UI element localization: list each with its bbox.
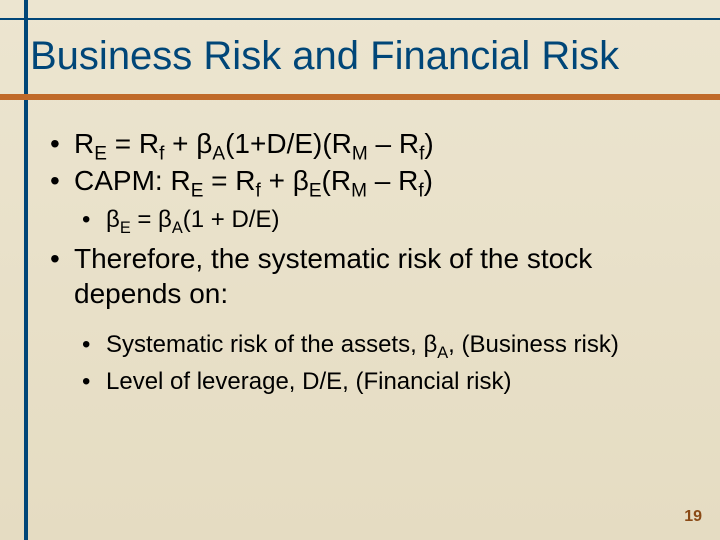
header-rule-bottom [0, 94, 720, 100]
subscript: M [352, 144, 368, 165]
subscript: E [120, 219, 131, 237]
subscript: E [191, 181, 204, 202]
subscript: A [212, 144, 225, 165]
slide-body: RE = Rf + βA(1+D/E)(RM – Rf) CAPM: RE = … [50, 126, 690, 404]
subscript: A [172, 219, 183, 237]
subbullet-beta-e: βE = βA(1 + D/E) [82, 204, 690, 235]
text: R [74, 128, 94, 159]
text: (1 + D/E) [183, 206, 280, 233]
text: = R [203, 165, 255, 196]
text: (1+D/E)(R [225, 128, 352, 159]
header: Business Risk and Financial Risk [0, 12, 720, 100]
subbullet-financial-risk: Level of leverage, D/E, (Financial risk) [82, 366, 690, 397]
text: ) [424, 165, 433, 196]
text: – R [368, 128, 419, 159]
subscript: M [351, 181, 367, 202]
text: Systematic risk of the assets, β [106, 331, 437, 358]
page-number: 19 [684, 508, 702, 526]
subscript: A [437, 344, 448, 362]
text: , (Business risk) [448, 331, 619, 358]
bullet-equation-capm: CAPM: RE = Rf + βE(RM – Rf) [50, 163, 690, 198]
subscript: E [309, 181, 322, 202]
slide: Business Risk and Financial Risk RE = Rf… [0, 0, 720, 540]
bullet-equation-re: RE = Rf + βA(1+D/E)(RM – Rf) [50, 126, 690, 161]
header-rule-top [0, 18, 720, 20]
text: CAPM: R [74, 165, 191, 196]
slide-title: Business Risk and Financial Risk [30, 34, 619, 79]
subbullet-business-risk: Systematic risk of the assets, βA, (Busi… [82, 329, 690, 360]
text: + β [164, 128, 212, 159]
text: = R [107, 128, 159, 159]
subscript: E [94, 144, 107, 165]
text: β [106, 206, 120, 233]
bullet-therefore: Therefore, the systematic risk of the st… [50, 241, 690, 311]
text: ) [424, 128, 433, 159]
text: (R [322, 165, 352, 196]
text: = β [131, 206, 172, 233]
text: – R [367, 165, 418, 196]
text: + β [261, 165, 309, 196]
